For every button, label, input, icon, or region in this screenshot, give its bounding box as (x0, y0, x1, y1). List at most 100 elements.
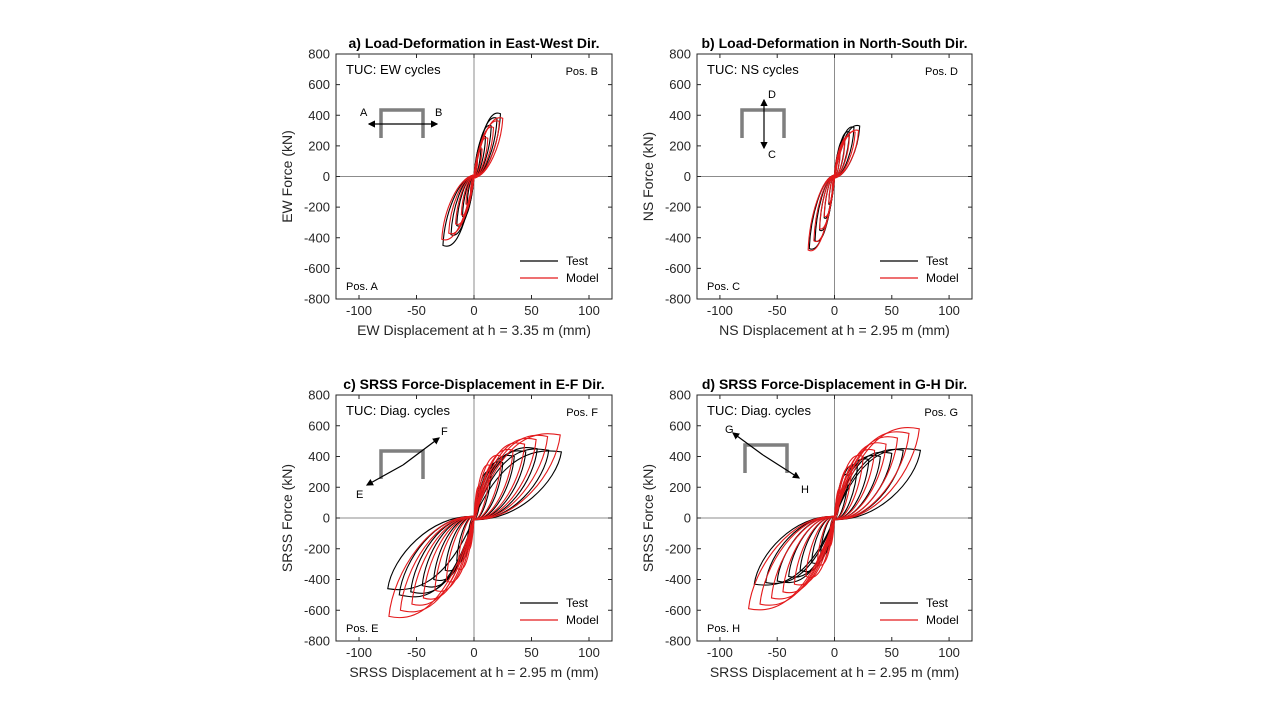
x-tick-label: -100 (707, 645, 733, 660)
legend-label-test: Test (926, 596, 949, 610)
legend-label-test: Test (566, 596, 589, 610)
series-model (747, 427, 920, 611)
series-model (807, 129, 860, 252)
x-axis-label: SRSS Displacement at h = 2.95 m (mm) (349, 664, 598, 680)
y-tick-label: 800 (669, 47, 691, 62)
y-tick-label: -800 (665, 634, 691, 649)
hysteresis-loop (793, 515, 836, 586)
y-tick-label: -400 (665, 230, 691, 245)
x-tick-label: 100 (938, 303, 960, 318)
x-tick-label: -100 (346, 303, 372, 318)
y-tick-label: -600 (304, 261, 330, 276)
position-label-top: Pos. G (924, 407, 958, 419)
y-tick-label: -600 (304, 603, 330, 618)
y-tick-label: 600 (308, 77, 330, 92)
y-tick-label: 400 (308, 108, 330, 123)
hysteresis-loop (434, 515, 475, 592)
x-tick-label: -50 (407, 303, 426, 318)
protocol-annotation: TUC: NS cycles (707, 62, 799, 77)
hysteresis-loop (828, 174, 836, 204)
y-tick-label: 800 (308, 388, 330, 403)
y-tick-label: -400 (304, 572, 330, 587)
x-tick-label: 50 (524, 645, 538, 660)
hysteresis-loop (833, 448, 922, 521)
legend: Test Model (520, 596, 599, 627)
y-tick-label: 600 (669, 77, 691, 92)
position-label-bottom: Pos. C (707, 281, 740, 293)
wall-schematic (379, 449, 425, 479)
x-tick-label: 0 (831, 303, 838, 318)
x-tick-label: -50 (407, 645, 426, 660)
hysteresis-loop (770, 515, 836, 600)
legend-label-model: Model (926, 271, 959, 285)
y-tick-label: -600 (665, 261, 691, 276)
hysteresis-loop (473, 433, 561, 521)
x-tick-label: -100 (346, 645, 372, 660)
y-tick-label: -800 (665, 292, 691, 307)
protocol-annotation: TUC: Diag. cycles (346, 403, 451, 418)
position-label-top: Pos. D (925, 66, 958, 78)
hysteresis-loop (833, 129, 860, 179)
hysteresis-loop (445, 515, 475, 583)
position-label-top: Pos. B (566, 66, 598, 78)
y-tick-label: 200 (308, 480, 330, 495)
chart-panel-2: c) SRSS Force-Displacement in E-F Dir. -1… (279, 376, 613, 680)
hysteresis-loop (747, 515, 836, 611)
chart-panel-0: a) Load-Deformation in East-West Dir. -10… (279, 35, 613, 338)
hysteresis-loop (782, 515, 836, 594)
hysteresis-loop (411, 515, 475, 606)
legend-label-model: Model (566, 271, 599, 285)
hysteresis-loop (805, 515, 836, 579)
hysteresis-loop (828, 515, 836, 547)
hysteresis-loop (759, 515, 836, 606)
y-axis-label: EW Force (kN) (279, 130, 295, 223)
y-axis-label: SRSS Force (kN) (279, 464, 295, 572)
hysteresis-loop (465, 174, 475, 205)
x-tick-label: 100 (578, 645, 600, 660)
x-axis-label: SRSS Displacement at h = 2.95 m (mm) (710, 664, 959, 680)
hysteresis-loop (473, 442, 526, 521)
x-tick-label: 100 (578, 303, 600, 318)
hysteresis-loop (473, 450, 527, 521)
y-axis-label: SRSS Force (kN) (640, 464, 656, 572)
y-tick-label: 0 (323, 169, 330, 184)
hysteresis-loop (473, 450, 563, 521)
series-test (387, 446, 563, 598)
wall-schematic (740, 108, 786, 138)
y-tick-label: 200 (669, 480, 691, 495)
protocol-annotation: TUC: Diag. cycles (707, 403, 812, 418)
y-tick-label: 200 (308, 138, 330, 153)
chart-title: a) Load-Deformation in East-West Dir. (349, 35, 600, 51)
hysteresis-loop (467, 515, 475, 550)
y-tick-label: -200 (665, 541, 691, 556)
legend-label-test: Test (566, 254, 589, 268)
series-test (753, 448, 922, 586)
schematic-label-b: B (435, 107, 442, 119)
hysteresis-loop (473, 126, 495, 179)
y-tick-label: 400 (308, 449, 330, 464)
y-tick-label: -800 (304, 634, 330, 649)
y-tick-label: 200 (669, 138, 691, 153)
hysteresis-loop (473, 448, 550, 521)
position-label-bottom: Pos. A (346, 281, 378, 293)
direction-arrow (762, 454, 801, 479)
y-tick-label: -800 (304, 292, 330, 307)
specimen-schematic: GH (725, 424, 809, 496)
schematic-label-a: D (768, 89, 776, 101)
hysteresis-loop (833, 135, 850, 179)
hysteresis-loop (469, 174, 475, 193)
legend: Test Model (520, 254, 599, 285)
position-label-bottom: Pos. H (707, 623, 740, 635)
x-axis-label: NS Displacement at h = 2.95 m (mm) (719, 322, 950, 338)
hysteresis-loop (473, 448, 514, 521)
hysteresis-loop (422, 515, 475, 600)
hysteresis-loop (833, 427, 920, 521)
y-tick-label: -600 (665, 603, 691, 618)
hysteresis-loop (473, 437, 537, 521)
hysteresis-loop (833, 466, 853, 521)
x-tick-label: 100 (938, 645, 960, 660)
y-tick-label: -200 (304, 200, 330, 215)
legend: Test Model (880, 596, 959, 627)
schematic-label-b: C (768, 149, 776, 161)
